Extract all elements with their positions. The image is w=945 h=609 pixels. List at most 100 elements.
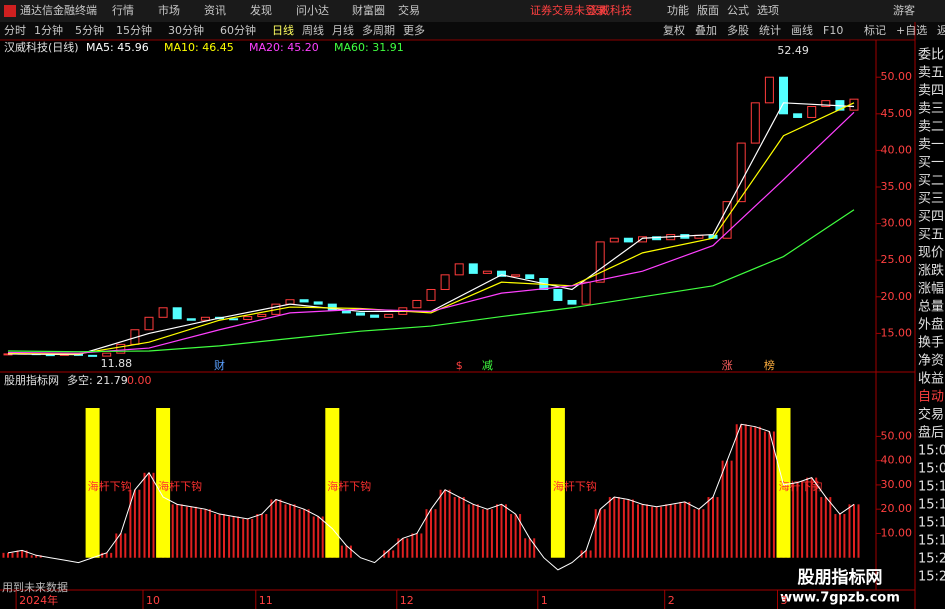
side-label: 15:25	[918, 552, 945, 567]
period-button[interactable]: 分时	[4, 24, 26, 37]
ma-line	[7, 209, 855, 353]
menu-item[interactable]: 财富圈	[352, 3, 385, 17]
menu-bar	[0, 0, 945, 22]
candle	[172, 307, 182, 320]
event-marker[interactable]: 财	[214, 358, 225, 372]
logo: 通达信金融终端	[20, 3, 97, 17]
side-label: 卖五	[918, 66, 944, 81]
menu-item[interactable]: 功能	[667, 3, 689, 17]
side-label: 委比	[918, 48, 944, 63]
tool-button[interactable]: 复权	[663, 23, 685, 37]
event-marker[interactable]: 减	[482, 359, 493, 372]
y-tick-label: 50.00	[881, 70, 913, 83]
side-label: 交易	[918, 407, 944, 423]
signal-bar	[550, 408, 565, 558]
x-tick-label: 3	[781, 594, 788, 607]
y-tick-label: 30.00	[881, 217, 913, 230]
event-marker[interactable]: $	[456, 359, 463, 372]
candle	[623, 237, 633, 243]
period-button[interactable]: 30分钟	[168, 23, 204, 37]
notice: 证券交易未登录	[530, 3, 607, 17]
ma-label: MA20: 45.20	[249, 41, 319, 54]
candle	[793, 113, 803, 118]
side-label: 涨幅	[918, 282, 944, 297]
y-tick-label: 15.00	[881, 326, 913, 339]
y-tick-label: 35.00	[881, 180, 913, 193]
side-label: 卖二	[918, 120, 944, 135]
ma-label: MA60: 31.91	[334, 41, 404, 54]
period-button[interactable]: 日线	[272, 23, 294, 37]
event-marker[interactable]: 涨	[722, 359, 733, 372]
x-tick-label: 2024年	[19, 593, 58, 607]
logo-icon	[4, 5, 16, 17]
side-label: 15:19	[918, 534, 945, 549]
candle	[257, 313, 267, 318]
stock-name: 汉威科技	[588, 3, 632, 17]
tool-button[interactable]: 画线	[791, 23, 813, 37]
user[interactable]: 游客	[893, 3, 915, 17]
candle	[200, 316, 210, 321]
y-tick-label: 25.00	[881, 253, 913, 266]
candle	[553, 288, 563, 301]
menu-item[interactable]: 选项	[757, 4, 779, 17]
candle	[497, 270, 506, 277]
candle	[88, 354, 98, 357]
period-button[interactable]: 月线	[332, 23, 354, 37]
menu-item[interactable]: 资讯	[204, 4, 226, 17]
candle	[779, 76, 788, 115]
period-button[interactable]: 1分钟	[34, 23, 63, 37]
candle	[722, 201, 732, 239]
menu-item[interactable]: 公式	[727, 4, 749, 17]
indicator-value: 多空: 21.79	[67, 373, 128, 387]
candle	[440, 274, 450, 290]
y-tick-label: 30.00	[881, 478, 913, 491]
menu-item[interactable]: 交易	[398, 3, 420, 17]
signal-bar	[85, 408, 100, 558]
tool-button[interactable]: 统计	[759, 24, 781, 37]
tool-button[interactable]: 多股	[727, 23, 749, 37]
tool-button[interactable]: 叠加	[695, 24, 717, 37]
indicator-zero: 0.00	[127, 374, 152, 387]
candle	[285, 299, 295, 305]
menu-item[interactable]: 问小达	[296, 4, 329, 17]
candle	[468, 263, 478, 274]
y-tick-label: 45.00	[881, 107, 913, 120]
candle	[821, 100, 831, 107]
signal-bar	[156, 408, 171, 558]
signal-label: 海杆下钩	[88, 479, 132, 493]
period-button[interactable]: 更多	[403, 23, 425, 37]
side-label: 收益	[918, 372, 944, 387]
y-tick-label: 10.00	[881, 526, 913, 539]
side-label: 盘后	[918, 425, 944, 441]
ma-line	[7, 102, 855, 356]
note: 用到未来数据	[2, 580, 68, 594]
event-marker[interactable]: 榜	[764, 358, 775, 372]
y-tick-label: 50.00	[881, 429, 913, 442]
period-button[interactable]: 5分钟	[75, 23, 104, 37]
candle	[356, 312, 365, 316]
side-label: 买五	[918, 228, 944, 243]
side-label: 买四	[918, 210, 944, 225]
period-button[interactable]: 周线	[302, 23, 324, 37]
candle	[807, 105, 817, 118]
tool-button[interactable]: F10	[823, 24, 843, 37]
side-label: 买三	[918, 192, 944, 207]
candle	[638, 236, 647, 243]
menu-item[interactable]: 版面	[697, 3, 719, 17]
menu-item[interactable]: 行情	[112, 4, 134, 17]
period-button[interactable]: 60分钟	[220, 23, 256, 37]
x-tick-label: 1	[541, 594, 548, 607]
tool-button[interactable]: 返回	[937, 24, 945, 37]
period-button[interactable]: 多周期	[362, 23, 395, 37]
tool-button[interactable]: +自选	[896, 24, 927, 37]
ma-line	[7, 102, 855, 355]
watermark-url: www.7gpzb.com	[780, 591, 900, 606]
side-label: 15:29	[918, 570, 945, 585]
menu-item[interactable]: 市场	[158, 3, 180, 17]
x-tick-label: 12	[400, 594, 414, 607]
tool-button[interactable]: 标记	[864, 23, 886, 37]
period-button[interactable]: 15分钟	[116, 23, 152, 37]
side-label: 现价	[918, 246, 944, 261]
ma-label: MA5: 45.96	[86, 41, 149, 54]
menu-item[interactable]: 发现	[250, 3, 272, 17]
